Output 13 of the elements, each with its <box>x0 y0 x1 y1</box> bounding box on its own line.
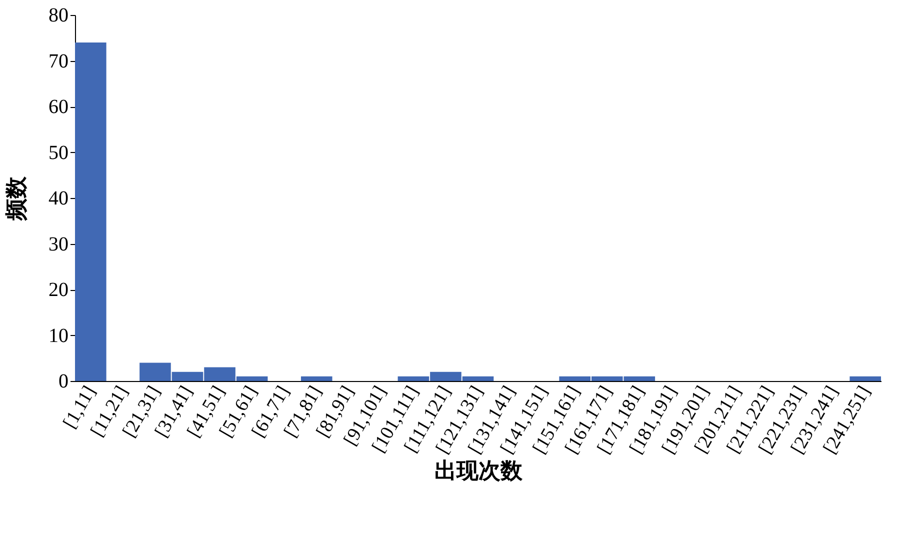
bar <box>850 376 881 381</box>
y-tick-label: 30 <box>48 233 68 256</box>
y-tick-label: 70 <box>48 50 68 72</box>
y-tick-label: 60 <box>48 96 68 118</box>
y-tick-label: 80 <box>48 4 68 26</box>
y-tick-label: 20 <box>48 279 68 301</box>
bar <box>300 376 332 381</box>
bar <box>75 42 106 381</box>
y-axis-title: 频数 <box>4 176 28 222</box>
y-tick-label: 40 <box>48 188 68 210</box>
x-axis-title: 出现次数 <box>434 458 524 483</box>
y-tick-label: 10 <box>48 324 68 347</box>
y-tick-label: 50 <box>48 142 68 164</box>
